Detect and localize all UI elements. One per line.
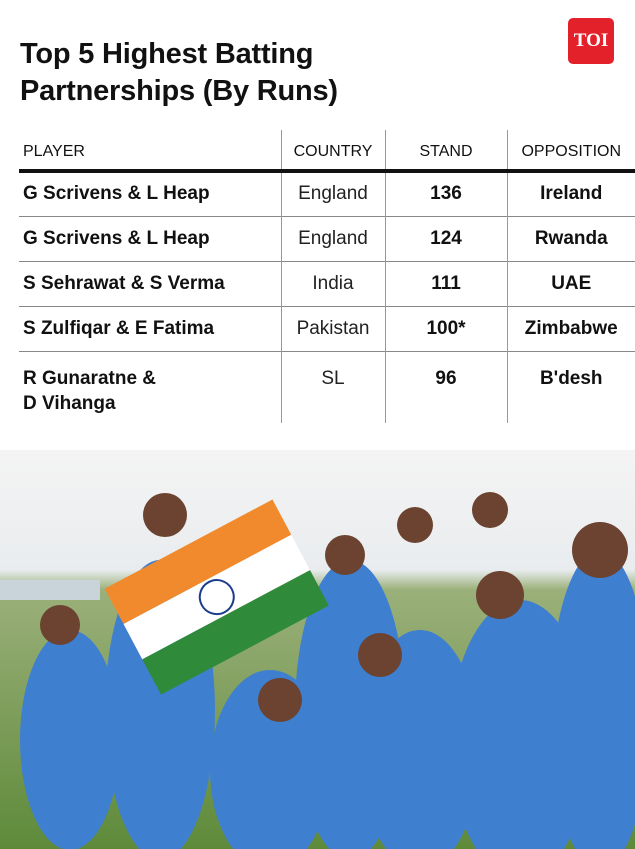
table-row: G Scrivens & L Heap England 124 Rwanda [19,215,635,261]
table-row: R Gunaratne & D Vihanga SL 96 B'desh [19,350,635,423]
player-cell: G Scrivens & L Heap [19,215,281,261]
country-cell: Pakistan [280,305,385,351]
table-row: S Zulfiqar & E Fatima Pakistan 100* Zimbabw… [19,305,635,351]
table-row: G Scrivens & L Heap England 136 Ireland [19,171,635,216]
player-cell: R Gunaratne & D Vihanga [19,350,281,423]
photo-illustration [0,492,635,849]
country-cell: England [280,171,385,216]
table-row: S Sehrawat & S Verma India 111 UAE [19,260,635,306]
stand-cell: 111 [384,260,507,306]
header-player: PLAYER [19,130,281,173]
partnerships-table: PLAYER COUNTRY STAND OPPOSITION G Scrive… [19,130,635,423]
stand-cell: 100* [384,305,507,351]
opposition-cell: Rwanda [506,215,635,261]
country-cell: England [280,215,385,261]
header-stand: STAND [384,130,507,173]
table-header: PLAYER COUNTRY STAND OPPOSITION [19,130,635,173]
stand-cell: 96 [384,350,507,423]
stand-cell: 124 [384,215,507,261]
team-celebration-photo [0,450,635,849]
indian-flag [104,499,329,695]
opposition-cell: Ireland [506,171,635,216]
opposition-cell: B'desh [506,350,635,423]
country-cell: SL [280,350,385,423]
page-title: Top 5 Highest Batting Partnerships (By R… [20,38,338,107]
header-opposition: OPPOSITION [506,130,635,173]
player-cell: S Zulfiqar & E Fatima [19,305,281,351]
header-country: COUNTRY [280,130,385,173]
opposition-cell: UAE [506,260,635,306]
country-cell: India [280,260,385,306]
player-cell: S Sehrawat & S Verma [19,260,281,306]
toi-logo: TOI [568,18,614,64]
stand-cell: 136 [384,171,507,216]
player-cell: G Scrivens & L Heap [23,183,210,205]
opposition-cell: Zimbabwe [506,305,635,351]
